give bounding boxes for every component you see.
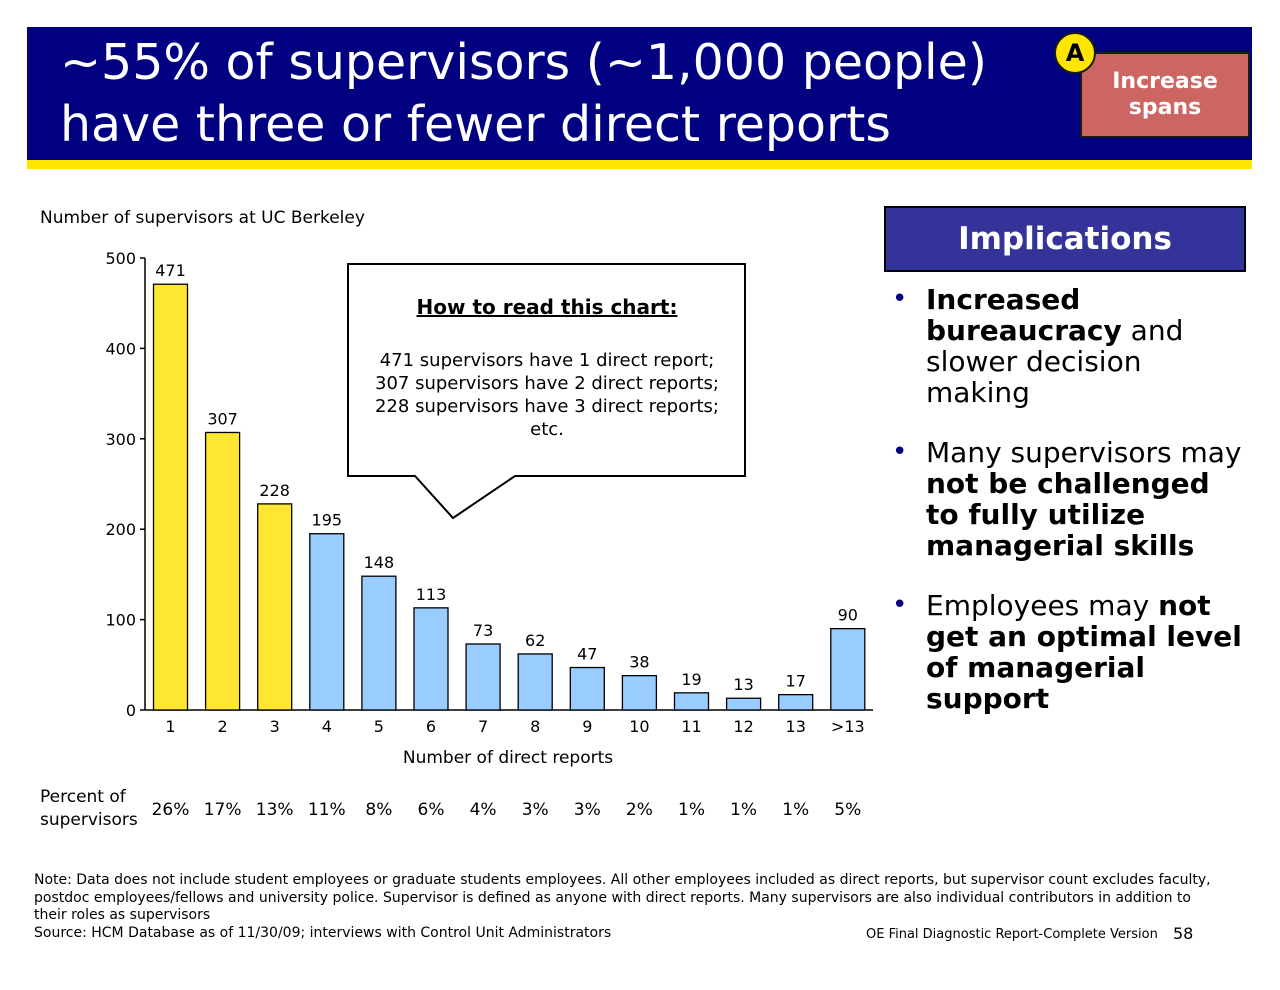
x-tick-label: 6 <box>426 717 436 736</box>
percent-row-label: Percent of supervisors <box>40 787 138 830</box>
x-tick-label: >13 <box>831 717 865 736</box>
data-label: 307 <box>207 409 238 428</box>
callout-line-3: 228 supervisors have 3 direct reports; <box>375 396 719 417</box>
bar <box>309 533 345 711</box>
callout-heading: How to read this chart: <box>416 295 678 319</box>
percent-label: 6% <box>418 800 445 820</box>
percent-label: 3% <box>522 800 549 820</box>
title-line-1: ~55% of supervisors (~1,000 people) <box>60 34 987 91</box>
bar <box>152 283 189 711</box>
x-axis-label: Number of direct reports <box>403 748 613 768</box>
title-bar <box>27 27 1252 160</box>
x-tick-label: 12 <box>733 717 753 736</box>
bar <box>673 692 710 711</box>
x-tick-label: 7 <box>478 717 488 736</box>
badge-letter: A <box>1054 32 1096 74</box>
x-tick-label: 5 <box>374 717 384 736</box>
percent-label: 1% <box>678 800 705 820</box>
data-label: 148 <box>364 553 395 572</box>
bar <box>361 575 397 711</box>
implication-3-bold: not get an optimal level of managerial s… <box>926 589 1242 715</box>
x-tick-label: 13 <box>786 717 806 736</box>
implication-1-bold: Increased bureaucracy <box>926 283 1122 347</box>
callout-line-1: 471 supervisors have 1 direct report; <box>379 350 715 371</box>
implication-item: Increased bureaucracy and slower decisio… <box>892 284 1242 408</box>
bar <box>517 653 553 711</box>
y-tick-label: 500 <box>105 249 136 268</box>
implication-item: Many supervisors may not be challenged t… <box>892 437 1242 561</box>
data-label: 471 <box>155 261 186 280</box>
x-tick-label: 10 <box>629 717 649 736</box>
y-tick-label: 300 <box>105 430 136 449</box>
data-label: 38 <box>629 653 649 672</box>
data-label: 195 <box>312 511 343 530</box>
data-label: 62 <box>525 631 545 650</box>
title-line-2: have three or fewer direct reports <box>60 96 891 153</box>
percent-label: 1% <box>782 800 809 820</box>
implications-list: Increased bureaucracy and slower decisio… <box>892 284 1242 743</box>
data-label: 47 <box>577 645 597 664</box>
percent-label: 11% <box>308 800 346 820</box>
y-tick-label: 400 <box>105 339 136 358</box>
x-tick-label: 4 <box>322 717 332 736</box>
increase-spans-badge: Increase spans <box>1080 52 1250 138</box>
data-label: 73 <box>473 621 493 640</box>
y-tick-label: 0 <box>126 701 136 720</box>
callout-line-2: 307 supervisors have 2 direct reports; <box>375 373 719 394</box>
data-label: 228 <box>259 481 290 500</box>
percent-label: 13% <box>256 800 294 820</box>
bar <box>257 503 293 711</box>
percent-label: 2% <box>626 800 653 820</box>
percent-label: 4% <box>470 800 497 820</box>
bar <box>413 607 449 711</box>
bar <box>465 643 501 711</box>
chart-title: Number of supervisors at UC Berkeley <box>40 208 365 228</box>
data-label: 19 <box>681 670 701 689</box>
bar <box>204 431 241 711</box>
x-tick-label: 2 <box>218 717 228 736</box>
y-tick-label: 200 <box>105 520 136 539</box>
title-underline <box>27 160 1252 169</box>
implications-heading: Implications <box>884 206 1246 272</box>
percent-label: 26% <box>152 800 190 820</box>
data-label: 13 <box>733 675 753 694</box>
x-tick-label: 1 <box>165 717 175 736</box>
implication-1-text: and slower decision making <box>926 314 1184 409</box>
data-label: 113 <box>416 585 447 604</box>
badge-line-2: spans <box>1128 95 1202 120</box>
implication-2-bold: not be challenged to fully utilize manag… <box>926 467 1210 562</box>
badge-line-1: Increase <box>1112 69 1218 94</box>
percent-label: 1% <box>730 800 757 820</box>
x-tick-label: 11 <box>681 717 701 736</box>
callout-line-4: etc. <box>530 419 564 440</box>
y-tick-label: 100 <box>105 611 136 630</box>
bar <box>830 627 866 711</box>
note-text: Note: Data does not include student empl… <box>34 872 1211 923</box>
x-tick-label: 8 <box>530 717 540 736</box>
percent-label: 8% <box>365 800 392 820</box>
source-text: Source: HCM Database as of 11/30/09; int… <box>34 924 612 941</box>
percent-label: 3% <box>574 800 601 820</box>
document-name: OE Final Diagnostic Report-Complete Vers… <box>866 927 1158 942</box>
implication-item: Employees may not get an optimal level o… <box>892 590 1242 714</box>
implication-3-text: Employees may <box>926 589 1159 622</box>
page-number: 58 <box>1173 924 1194 943</box>
footnote: Note: Data does not include student empl… <box>34 872 1224 942</box>
bar <box>621 674 658 711</box>
data-label: 17 <box>786 672 806 691</box>
percent-label: 17% <box>204 800 242 820</box>
percent-label: 5% <box>834 800 861 820</box>
bar <box>778 693 814 711</box>
callout-box <box>347 263 746 520</box>
x-tick-label: 9 <box>582 717 592 736</box>
data-label: 90 <box>838 606 858 625</box>
implication-2-text: Many supervisors may <box>926 436 1242 469</box>
page-title: ~55% of supervisors (~1,000 people) have… <box>60 32 1060 156</box>
bar <box>569 666 605 711</box>
x-tick-label: 3 <box>270 717 280 736</box>
callout: How to read this chart: 471 supervisors … <box>350 296 744 441</box>
bar-chart: 0 100 200 300 400 500 Number of direct reports… <box>105 249 873 820</box>
bar <box>725 697 762 711</box>
